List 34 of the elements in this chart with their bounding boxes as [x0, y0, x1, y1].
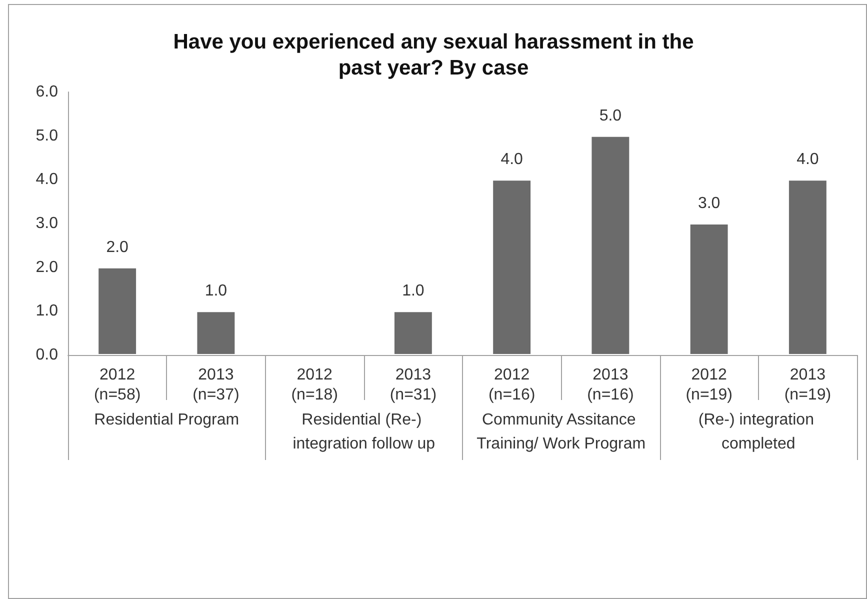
- data-label: 1.0: [204, 282, 228, 300]
- x-tick-label: 2013 (n=31): [390, 366, 437, 404]
- y-tick-label: 3.0: [36, 215, 58, 232]
- y-tick-label: 2.0: [36, 258, 58, 276]
- text: Residential Program: [94, 412, 240, 428]
- bar: [196, 311, 236, 355]
- bar: [98, 267, 138, 355]
- x-tick-label: 2012 (n=18): [291, 366, 338, 404]
- y-tick-label: 0.0: [36, 346, 58, 364]
- data-label: 5.0: [599, 107, 622, 124]
- x-tick-label: 2013 (n=37): [192, 366, 240, 404]
- bar: [492, 180, 532, 355]
- bar: [788, 180, 828, 355]
- y-tick-label: 1.0: [36, 302, 58, 320]
- x-tick-label: 2013 (n=16): [587, 366, 634, 404]
- data-label: 3.0: [698, 195, 720, 212]
- chart-title: Have you experienced any sexual harassment in the past year? By case: [173, 30, 694, 80]
- text: Community Assitance Training/ Work Program: [476, 412, 646, 452]
- data-label: 1.0: [402, 282, 424, 300]
- x-tick-label: 2012 (n=19): [686, 366, 732, 404]
- text: (Re-) integration completed: [698, 412, 818, 452]
- data-label: 4.0: [796, 151, 819, 168]
- x-tick-label: 2013 (n=19): [784, 366, 832, 404]
- bar: [590, 136, 630, 355]
- data-label: 4.0: [500, 151, 524, 168]
- text: Residential (Re-) integration follow up: [292, 412, 436, 452]
- y-tick-label: 5.0: [36, 127, 58, 144]
- y-tick-label: 6.0: [36, 84, 58, 100]
- x-tick-label: 2012 (n=16): [488, 366, 536, 404]
- bar: [393, 311, 433, 355]
- bar: [689, 224, 729, 355]
- data-label: 2.0: [106, 238, 129, 256]
- x-tick-label: 2012 (n=58): [94, 366, 141, 404]
- y-tick-label: 4.0: [36, 171, 58, 188]
